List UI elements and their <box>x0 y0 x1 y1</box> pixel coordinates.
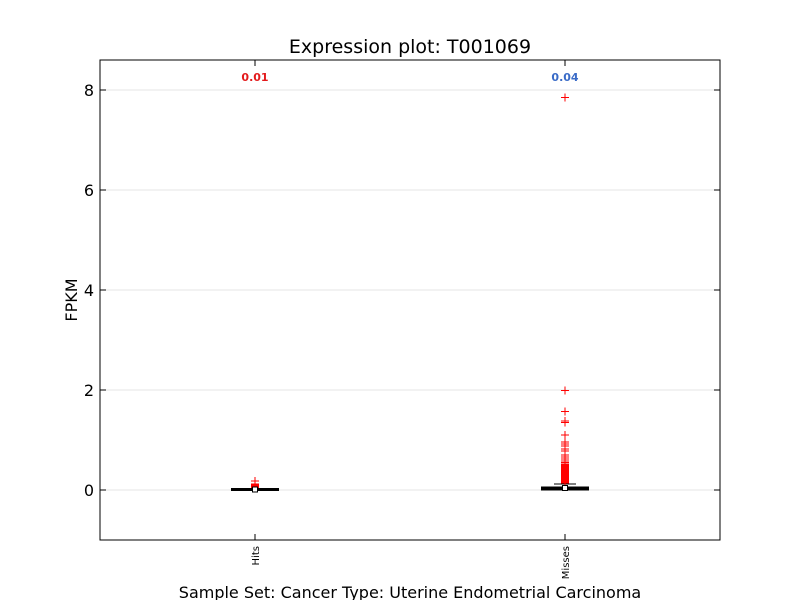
y-tick-label: 8 <box>84 81 94 100</box>
annotations: 0.01 0.04 <box>241 71 578 84</box>
chart-title: Expression plot: T001069 <box>289 36 531 58</box>
y-tick-label: 4 <box>84 281 94 300</box>
y-axis: 0 2 4 6 8 <box>84 81 720 500</box>
mean-marker <box>252 486 258 493</box>
y-axis-label: FPKM <box>62 278 81 321</box>
category-label-misses: Misses <box>561 546 572 579</box>
x-axis-label: Sample Set: Cancer Type: Uterine Endomet… <box>179 583 641 600</box>
box-hits <box>231 477 279 493</box>
outlier <box>561 431 569 439</box>
outlier <box>561 417 569 425</box>
y-tick-label: 2 <box>84 381 94 400</box>
annotation-hits: 0.01 <box>241 71 268 84</box>
outlier <box>561 438 569 446</box>
outlier <box>561 407 569 416</box>
boxes <box>231 93 589 493</box>
outlier <box>561 386 569 395</box>
outlier <box>561 93 569 102</box>
outlier <box>251 477 259 485</box>
category-label-hits: Hits <box>251 546 262 565</box>
box-misses <box>541 93 589 491</box>
mean-marker <box>562 485 568 491</box>
y-tick-label: 6 <box>84 181 94 200</box>
annotation-misses: 0.04 <box>551 71 578 84</box>
y-tick-label: 0 <box>84 481 94 500</box>
gridlines <box>100 89 720 491</box>
x-axis: Hits Misses <box>251 60 572 579</box>
plot-area <box>99 59 721 541</box>
